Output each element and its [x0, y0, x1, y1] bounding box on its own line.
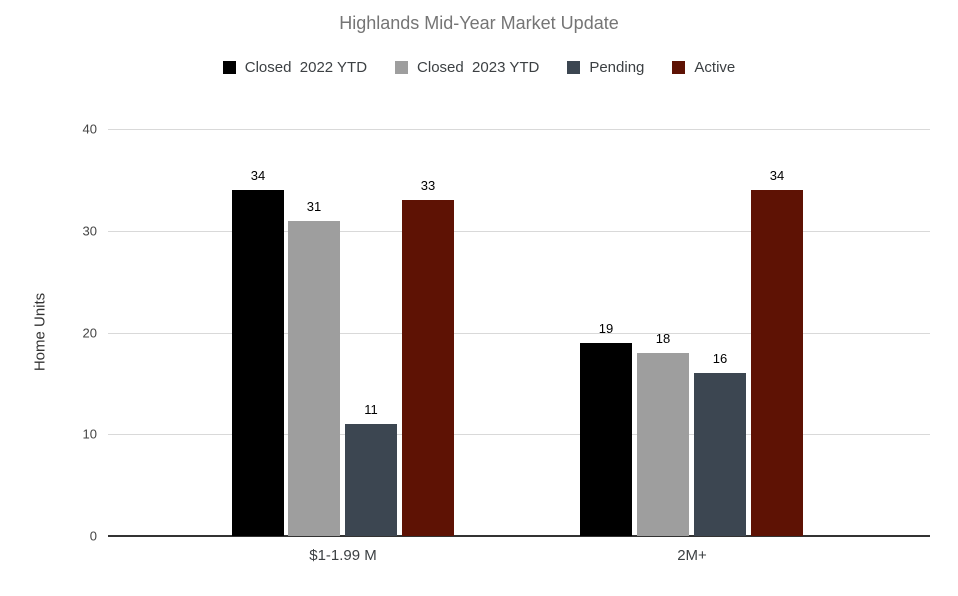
legend-swatch-closed-2022-ytd [222, 61, 236, 74]
bar [232, 190, 284, 536]
legend-swatch-closed-2023-ytd [395, 61, 409, 74]
legend-item-closed-2022-ytd: Closed 2022 YTD [222, 59, 368, 76]
chart-title: Highlands Mid-Year Market Update [339, 13, 619, 33]
x-category-label-2: 2M+ [677, 547, 707, 564]
y-tick-40: 40 [82, 121, 97, 137]
bar [402, 200, 454, 536]
legend-swatch-active [672, 61, 686, 74]
bar-active-cat2: 34 [751, 168, 803, 536]
bar [751, 190, 803, 536]
y-axis-title: Home Units [31, 292, 49, 372]
gridline-30 [108, 230, 930, 232]
bar-value-label: 33 [420, 178, 436, 194]
bar-closed-2022-ytd-cat2: 19 [580, 321, 632, 536]
y-tick-0: 0 [89, 528, 97, 544]
bar-closed-2023-ytd-cat2: 18 [637, 331, 689, 536]
bar [637, 352, 689, 536]
legend-item-active: Active [672, 59, 735, 76]
bar-value-label: 16 [712, 351, 728, 367]
bar-closed-2023-ytd-cat1: 31 [288, 199, 340, 536]
bar-value-label: 11 [364, 402, 378, 418]
bar [345, 424, 397, 536]
plot-area: 40 30 20 10 0 34 31 11 33 19 18 1 [83, 122, 930, 564]
bar-active-cat1: 33 [402, 178, 454, 536]
bar-closed-2022-ytd-cat1: 34 [232, 168, 284, 536]
legend-item-closed-2023-ytd: Closed 2023 YTD [395, 59, 539, 76]
legend-label: Active [694, 59, 736, 76]
y-tick-20: 20 [82, 325, 97, 340]
legend-label: Pending [589, 59, 645, 76]
bar [288, 220, 340, 536]
bar-value-label: 31 [306, 198, 322, 214]
gridline-20 [108, 332, 930, 334]
y-tick-30: 30 [82, 223, 97, 239]
legend-item-pending: Pending [567, 59, 644, 76]
bar [580, 342, 632, 536]
legend: Closed 2022 YTD Closed 2023 YTD Pending … [0, 59, 958, 76]
gridline-10 [108, 434, 930, 436]
gridline-40 [108, 129, 930, 130]
legend-label: Closed 2023 YTD [417, 59, 540, 76]
x-category-label-1: $1-1.99 M [309, 547, 377, 564]
x-axis-line [108, 535, 930, 537]
bar-value-label: 34 [250, 168, 266, 184]
bar-pending-cat2: 16 [694, 351, 746, 536]
legend-label: Closed 2022 YTD [244, 59, 368, 76]
y-tick-10: 10 [82, 426, 97, 442]
bar [694, 373, 746, 536]
bar-value-label: 19 [598, 320, 614, 336]
bar-value-label: 34 [769, 168, 785, 184]
bar-pending-cat1: 11 [345, 402, 397, 536]
legend-swatch-pending [567, 61, 581, 74]
bar-value-label: 18 [655, 330, 671, 346]
